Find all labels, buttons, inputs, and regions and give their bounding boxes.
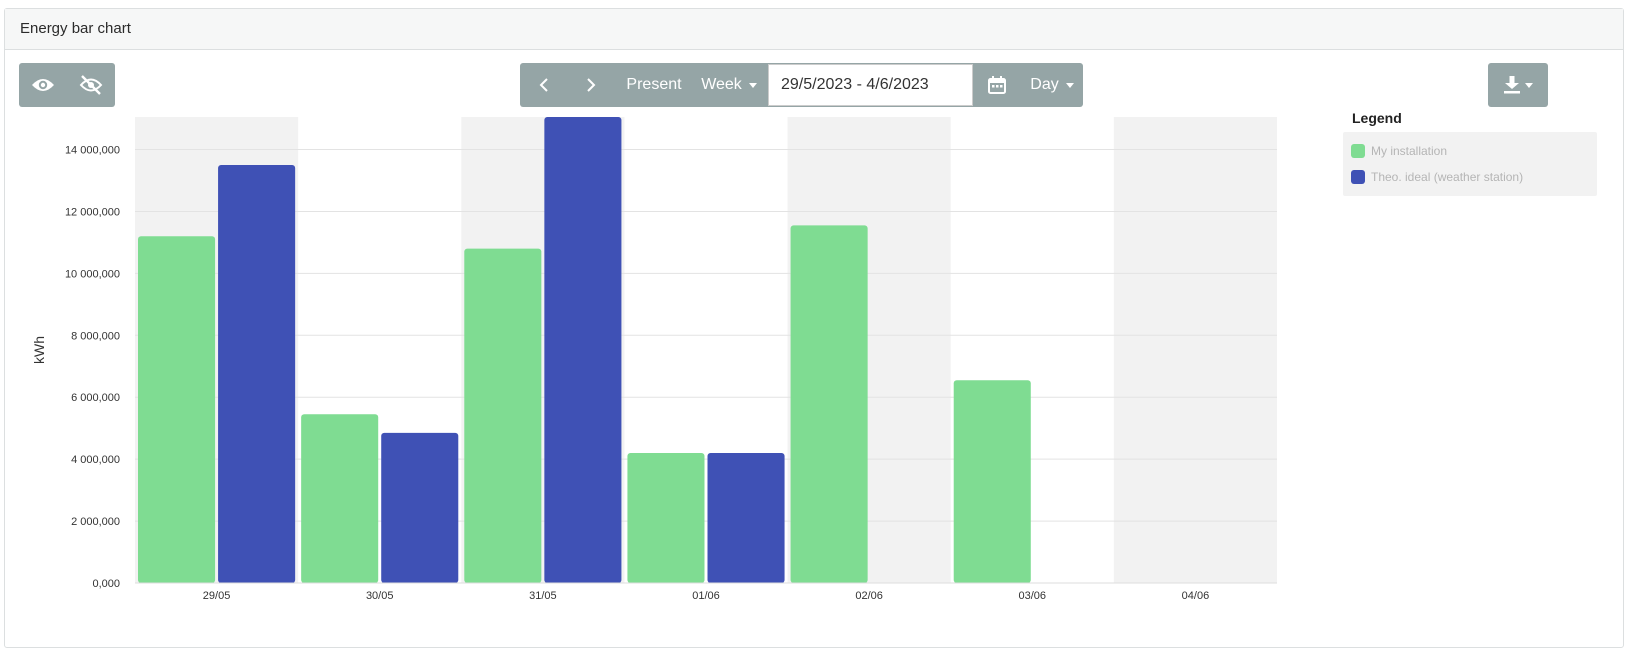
eye-icon (32, 79, 54, 91)
legend-label: My installation (1371, 144, 1448, 158)
date-range-value: 29/5/2023 - 4/6/2023 (781, 76, 929, 93)
chevron-right-icon (587, 78, 596, 92)
caret-down-icon (1524, 82, 1533, 88)
x-tick-label: 01/06 (692, 590, 720, 602)
bar-my-installation (138, 236, 216, 584)
previous-period-button[interactable] (520, 63, 568, 107)
y-tick-label: 4 000,000 (71, 454, 120, 466)
present-button[interactable]: Present (614, 63, 690, 107)
date-range-field[interactable]: 29/5/2023 - 4/6/2023 (768, 64, 973, 106)
chevron-left-icon (539, 78, 548, 92)
legend-swatch (1351, 144, 1365, 158)
granularity-label: Day (1030, 76, 1059, 93)
y-axis-label: kWh (31, 336, 47, 364)
next-period-button[interactable] (568, 63, 614, 107)
legend-swatch (1351, 170, 1365, 184)
y-tick-label: 14 000,000 (65, 145, 120, 157)
legend-label: Theo. ideal (weather station) (1371, 170, 1524, 184)
x-tick-label: 31/05 (529, 590, 557, 602)
y-tick-label: 2 000,000 (71, 516, 120, 528)
download-dropdown[interactable] (1488, 63, 1548, 107)
download-icon (1503, 76, 1520, 94)
legend-title: Legend (1352, 110, 1402, 126)
legend-item-my-installation[interactable]: My installation (1351, 138, 1589, 164)
x-tick-label: 29/05 (203, 590, 231, 602)
legend-box: My installation Theo. ideal (weather sta… (1343, 132, 1597, 196)
bar-my-installation (301, 414, 379, 583)
bar-my-installation (627, 452, 705, 583)
granularity-dropdown[interactable]: Day (1021, 63, 1083, 107)
panel-header: Energy bar chart (5, 9, 1623, 50)
y-tick-label: 8 000,000 (71, 330, 120, 342)
panel-title: Energy bar chart (20, 20, 131, 37)
x-tick-label: 03/06 (1019, 590, 1047, 602)
hide-all-button[interactable] (67, 63, 115, 107)
chart-legend: Legend My installation Theo. ideal (weat… (1343, 110, 1597, 196)
bar-my-installation (464, 248, 542, 584)
bar-theo-ideal (381, 432, 459, 583)
caret-down-icon (748, 82, 757, 88)
show-all-button[interactable] (19, 63, 67, 107)
caret-down-icon (1065, 82, 1074, 88)
y-tick-label: 6 000,000 (71, 392, 120, 404)
bar-theo-ideal (218, 164, 296, 583)
x-tick-label: 30/05 (366, 590, 394, 602)
visibility-toggle-group (19, 63, 115, 107)
x-tick-label: 04/06 (1182, 590, 1210, 602)
category-band (1113, 117, 1277, 583)
period-dropdown[interactable]: Week (690, 63, 768, 107)
x-tick-label: 02/06 (855, 590, 883, 602)
bar-theo-ideal (707, 452, 785, 583)
y-tick-label: 0,000 (92, 578, 120, 590)
download-button[interactable] (1488, 63, 1548, 107)
legend-item-theo-ideal[interactable]: Theo. ideal (weather station) (1351, 164, 1589, 190)
y-tick-label: 10 000,000 (65, 268, 120, 280)
present-label: Present (626, 76, 682, 93)
bar-theo-ideal (544, 117, 622, 583)
date-navigation-group: Present Week 29/5/2023 - 4/6/2023 Day (520, 63, 1083, 107)
y-tick-label: 12 000,000 (65, 206, 120, 218)
eye-slash-icon (79, 75, 103, 95)
bar-my-installation (953, 380, 1031, 583)
period-label: Week (701, 76, 742, 93)
energy-bar-chart: 0,000 2 000,000 4 000,000 6 000,000 8 000,00… (31, 117, 1277, 602)
calendar-icon (988, 76, 1006, 94)
bar-my-installation (790, 225, 868, 583)
calendar-button[interactable] (973, 63, 1021, 107)
